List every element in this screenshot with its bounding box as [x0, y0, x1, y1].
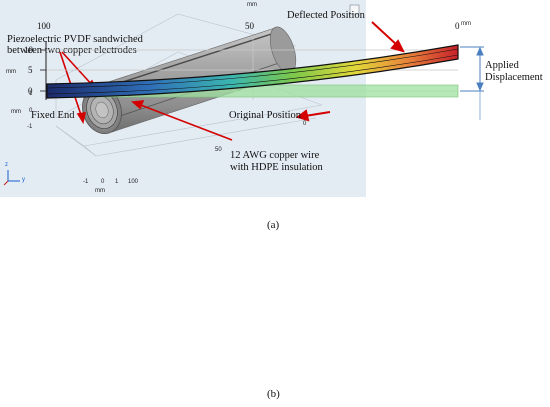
electrode-seam-top [103, 29, 285, 89]
top-axis-unit-center: mm [247, 2, 257, 8]
caption-b: (b) [267, 388, 280, 400]
y-axis-unit: mm [6, 69, 16, 75]
top-tick-0: 0 [455, 21, 460, 31]
axis-right-tick: 0 [303, 121, 307, 127]
panel-b-deflection-plot: mm mm 100 50 0 10 5 0 mm Deflected Posit… [0, 2, 550, 337]
axis-bottom-tick-0: 0 [101, 179, 105, 185]
label-fixed-end: Fixed End [31, 110, 75, 121]
axis-depth-tick: 50 [215, 147, 222, 153]
label-arrows [295, 21, 405, 122]
view-settings-icon [349, 4, 360, 15]
triad-z-label: z [5, 162, 8, 168]
label-applied-line1: Applied [485, 60, 519, 71]
annotation-wire-line2: with HDPE insulation [230, 162, 323, 173]
axis-bottom-unit: mm [95, 188, 105, 194]
applied-displacement-dimension [460, 46, 484, 120]
y-tick-0: 0 [28, 86, 33, 96]
top-tick-50: 50 [245, 21, 254, 31]
y-tick-10: 10 [24, 45, 33, 55]
top-axis-unit-right: mm [461, 21, 471, 27]
top-tick-100: 100 [37, 21, 51, 31]
axis-y-tick-0: 0 [29, 108, 33, 114]
y-tick-5: 5 [28, 65, 33, 75]
axis-bottom-tick-100: 100 [128, 179, 139, 185]
annotation-pvdf-line1: Piezoelectric PVDF sandwiched [7, 34, 143, 45]
triad-y-label: y [22, 177, 25, 183]
caption-a: (a) [267, 219, 280, 231]
label-applied-line2: Displacement [485, 72, 543, 83]
annotation-pvdf-line2: between two copper electrodes [7, 45, 137, 56]
axis-bottom-tick-minus1: -1 [83, 179, 89, 185]
deflection-diagram [40, 21, 484, 122]
label-deflected-position: Deflected Position [287, 10, 365, 21]
axis-y-tick-1: 1 [29, 91, 33, 97]
axis-bottom-tick-1: 1 [115, 179, 119, 185]
annotation-wire-line1: 12 AWG copper wire [230, 150, 320, 161]
cylinder-near-end [82, 86, 122, 134]
deflected-beam [46, 44, 459, 99]
coordinate-triad [7, 170, 20, 182]
axis-y-unit: mm [11, 109, 21, 115]
label-original-position: Original Position [229, 110, 302, 121]
axis-y-tick-minus1: -1 [27, 124, 33, 130]
